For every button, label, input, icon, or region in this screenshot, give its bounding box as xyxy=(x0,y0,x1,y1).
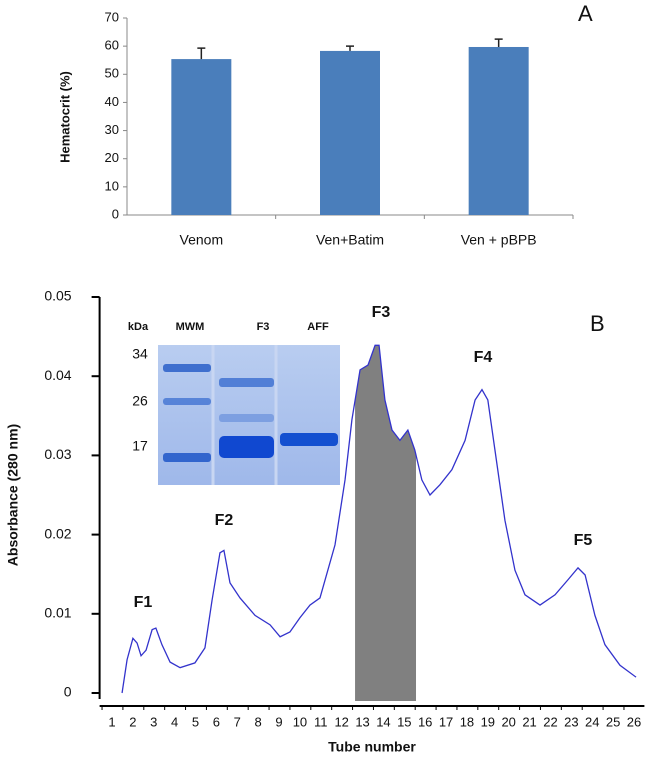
y-axis-label: Absorbance (280 nm) xyxy=(5,424,21,566)
y-tick-label: 70 xyxy=(105,9,119,24)
gel-marker-label: 17 xyxy=(132,438,148,454)
gel-inset: kDa MWM F3 AFF 34 26 17 xyxy=(128,321,340,485)
y-tick-label: 30 xyxy=(105,122,119,137)
gel-band xyxy=(163,453,211,462)
x-tick-label: 1 xyxy=(108,714,115,729)
x-tick-label: 23 xyxy=(564,714,578,729)
y-tick-label: 0.05 xyxy=(44,288,71,304)
x-tick-label: 11 xyxy=(314,714,328,729)
gel-band xyxy=(219,414,274,422)
x-axis-label: Tube number xyxy=(328,739,416,755)
peak-label: F1 xyxy=(134,594,153,611)
x-tick-label: 8 xyxy=(255,714,262,729)
error-bar xyxy=(494,38,503,47)
panel-label: A xyxy=(578,1,593,26)
x-tick-label: Ven+Batim xyxy=(316,232,384,248)
gel-band xyxy=(163,364,211,372)
x-tick-label: 12 xyxy=(334,714,348,729)
x-tick-label: Venom xyxy=(180,232,224,248)
gel-lane-label: MWM xyxy=(176,321,205,333)
bar xyxy=(320,50,380,216)
x-tick-label: 22 xyxy=(543,714,557,729)
gel-marker-label: 26 xyxy=(132,393,148,409)
x-tick-label: 15 xyxy=(397,714,411,729)
x-tick-label: 26 xyxy=(627,714,641,729)
y-axis-label: Hematocrit (%) xyxy=(57,71,72,163)
gel-band xyxy=(219,378,274,387)
peak-label: F5 xyxy=(574,532,593,549)
bar xyxy=(171,59,232,216)
x-tick-label: 3 xyxy=(150,714,157,729)
x-tick-label: 20 xyxy=(501,714,515,729)
y-tick-label: 0.04 xyxy=(44,367,71,383)
y-tick-label: 10 xyxy=(105,178,119,193)
x-tick-label: 4 xyxy=(171,714,178,729)
peak-label: F3 xyxy=(372,304,391,321)
x-tick-label: 21 xyxy=(522,714,536,729)
x-tick-label: 10 xyxy=(293,714,307,729)
x-tick-label: 5 xyxy=(192,714,199,729)
gel-lane-label: F3 xyxy=(257,321,270,333)
y-tick-label: 40 xyxy=(105,94,119,109)
x-tick-label: 18 xyxy=(460,714,474,729)
y-tick-label: 0.03 xyxy=(44,446,71,462)
x-tick-label: 24 xyxy=(585,714,599,729)
error-bar xyxy=(346,45,354,51)
y-tick-label: 0.02 xyxy=(44,525,71,541)
gel-lane-label: AFF xyxy=(307,321,329,333)
x-tick-label: 9 xyxy=(275,714,282,729)
y-tick-label: 0.01 xyxy=(44,605,71,621)
x-tick-label: 25 xyxy=(606,714,620,729)
data-line xyxy=(121,344,637,694)
gel-band xyxy=(219,436,274,458)
x-tick-label: 2 xyxy=(129,714,136,729)
gel-lane-label: kDa xyxy=(128,321,149,333)
x-tick-label: 6 xyxy=(213,714,220,729)
x-tick-label: 16 xyxy=(418,714,432,729)
gel-marker-label: 34 xyxy=(132,346,148,362)
y-tick-label: 60 xyxy=(105,38,119,53)
gel-band xyxy=(163,398,211,405)
gel-band xyxy=(280,433,338,446)
highlight-area xyxy=(355,345,417,701)
y-tick-label: 50 xyxy=(105,66,119,81)
x-tick-label: 19 xyxy=(481,714,495,729)
panel-label: B xyxy=(590,311,605,336)
peak-label: F2 xyxy=(215,512,234,529)
x-tick-label: 7 xyxy=(234,714,241,729)
bar xyxy=(468,46,529,215)
y-tick-label: 20 xyxy=(105,150,119,165)
peak-label: F4 xyxy=(474,349,493,366)
y-tick-label: 0 xyxy=(112,206,119,221)
y-tick-label: 0 xyxy=(64,684,72,700)
error-bar xyxy=(197,47,206,60)
x-tick-label: 13 xyxy=(355,714,369,729)
x-tick-label: Ven + pBPB xyxy=(461,232,537,248)
x-tick-label: 14 xyxy=(376,714,390,729)
x-tick-label: 17 xyxy=(439,714,453,729)
